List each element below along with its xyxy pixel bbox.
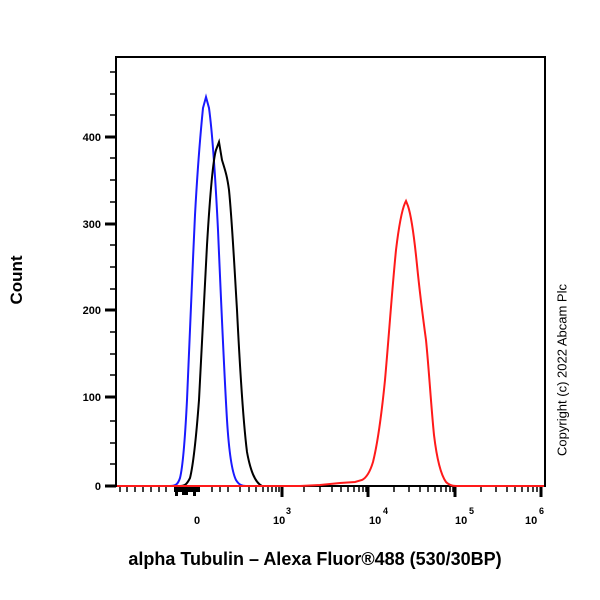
svg-text:4: 4 [383, 506, 388, 516]
y-tick-label-100: 100 [83, 392, 101, 404]
x-axis-title: alpha Tubulin – Alexa Fluor®488 (530/30B… [128, 549, 502, 569]
svg-text:6: 6 [539, 506, 544, 516]
y-axis-title: Count [7, 255, 26, 305]
svg-text:10: 10 [369, 515, 381, 527]
y-axis-minor-ticks [110, 71, 116, 465]
y-tick-label-0: 0 [95, 481, 101, 493]
plot-frame [115, 56, 546, 487]
copyright-note: Copyright (c) 2022 Abcam Plc [554, 284, 570, 456]
x-tick-label-1e4: 10 4 [369, 506, 388, 527]
x-tick-label-1e5: 10 5 [455, 506, 474, 527]
svg-text:10: 10 [273, 515, 285, 527]
y-tick-label-400: 400 [83, 132, 101, 144]
series-red-curve [117, 198, 544, 487]
x-tick-label-1e6: 10 6 [525, 506, 544, 527]
y-tick-label-200: 200 [83, 305, 101, 317]
svg-text:5: 5 [469, 506, 474, 516]
x-axis-major-ticks [280, 486, 543, 497]
series-blue-curve [117, 93, 544, 487]
svg-text:3: 3 [286, 506, 291, 516]
y-axis-major-ticks [105, 135, 116, 488]
x-tick-label-1e3: 10 3 [273, 506, 291, 527]
y-tick-label-300: 300 [83, 219, 101, 231]
series-black-curve [117, 138, 544, 487]
svg-text:10: 10 [525, 515, 537, 527]
svg-text:10: 10 [455, 515, 467, 527]
x-tick-label-0: 0 [194, 515, 200, 527]
x-axis-zero-cluster [174, 486, 200, 496]
